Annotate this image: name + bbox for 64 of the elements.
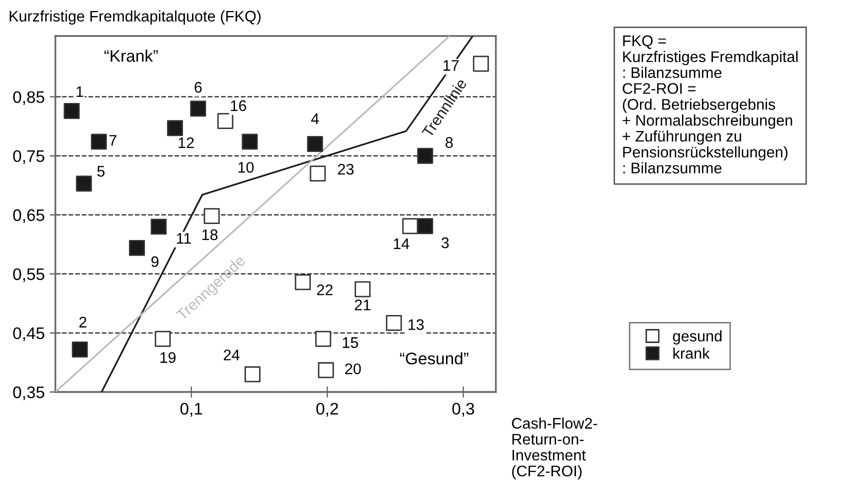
- point: [190, 100, 206, 117]
- annotation: 13: [408, 319, 424, 330]
- annotation: 9: [151, 256, 158, 268]
- point: [417, 218, 434, 234]
- y-tick-label: 0,85: [13, 91, 44, 105]
- text: FKQ = Kurzfristiges Fremdkapital : Bilanzsumme CF2-ROI = (Ord. Betriebsergebnis + Normalabschreibungen + Zuführungen zu Pensionsrückstellungen) : Bilanzsumme: [622, 35, 798, 174]
- annotation: 20: [345, 363, 361, 374]
- annotation: 16: [230, 100, 246, 112]
- annotation: 6: [194, 82, 202, 93]
- point: [318, 362, 334, 378]
- annotation: 18: [202, 229, 218, 240]
- annotation: 24: [224, 350, 240, 360]
- point: [242, 134, 258, 150]
- point: [167, 120, 183, 136]
- annotation: 15: [342, 337, 358, 348]
- annotation: 5: [97, 166, 105, 177]
- annotation: “Krank”: [104, 50, 158, 62]
- y-axis-title: Kurzfristige Fremdkapitalquote (FKQ): [10, 10, 261, 25]
- x-tick-label: 0,2: [316, 402, 338, 417]
- point: [72, 342, 88, 358]
- annotation: 22: [317, 284, 333, 296]
- annotation: 7: [109, 135, 116, 146]
- annotation: 23: [338, 164, 354, 175]
- point: [294, 274, 311, 290]
- point: [315, 330, 332, 347]
- point: [354, 281, 371, 298]
- annotation: 11: [176, 233, 191, 244]
- annotation: 3: [442, 237, 449, 248]
- y-tick-label: 0,55: [13, 268, 44, 282]
- point: [244, 366, 260, 382]
- annotation: 21: [354, 300, 370, 310]
- annotation: 1: [76, 86, 84, 97]
- point: [472, 56, 489, 72]
- annotation: 4: [311, 113, 319, 124]
- x-tick-label: 0,3: [452, 402, 474, 417]
- point: [64, 103, 80, 119]
- annotation: “Gesund”: [400, 352, 468, 364]
- annotation: 2: [79, 316, 86, 328]
- annotation: 17: [444, 60, 459, 71]
- annotation: 10: [238, 162, 254, 173]
- y-tick-label: 0,65: [13, 209, 44, 224]
- annotation: 19: [160, 352, 176, 363]
- legend-label: krank: [673, 348, 710, 359]
- point: [417, 148, 434, 164]
- point: [204, 208, 220, 224]
- point: [217, 113, 234, 129]
- annotation: 14: [394, 238, 410, 250]
- point: [402, 218, 418, 234]
- annotation: 12: [178, 137, 194, 148]
- y-tick-label: 0,45: [13, 327, 44, 342]
- point: [76, 176, 92, 192]
- point: [307, 136, 324, 152]
- point: [310, 166, 326, 182]
- legend-label: gesund: [673, 330, 722, 345]
- point: [128, 240, 145, 256]
- x-axis-title: Cash-Flow2- Return-on- Investment (CF2-ROI): [512, 418, 598, 480]
- point: [386, 314, 402, 331]
- point: [150, 218, 167, 235]
- y-tick-label: 0,75: [13, 150, 44, 164]
- point: [90, 134, 107, 150]
- x-tick-label: 0,1: [180, 402, 202, 417]
- y-tick-label: 0,35: [13, 386, 44, 400]
- point: [154, 330, 171, 347]
- annotation: 8: [446, 137, 453, 148]
